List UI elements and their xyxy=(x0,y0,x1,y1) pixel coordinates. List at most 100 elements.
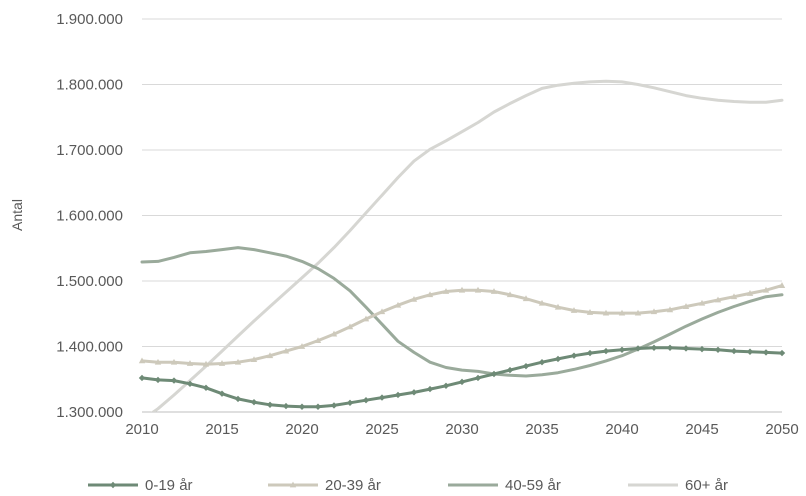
data-point-marker xyxy=(202,384,210,391)
data-point-marker xyxy=(746,290,754,296)
data-point-marker xyxy=(282,347,290,354)
data-point-marker xyxy=(154,376,162,384)
data-point-marker xyxy=(730,293,738,300)
data-point-marker xyxy=(666,306,674,313)
data-point-marker xyxy=(474,286,482,293)
series-line xyxy=(150,79,784,412)
data-point-marker xyxy=(474,374,482,382)
data-point-marker xyxy=(634,309,642,316)
data-point-marker xyxy=(378,394,386,401)
data-point-marker xyxy=(234,358,242,365)
data-point-marker xyxy=(778,282,786,288)
x-tick-label: 2010 xyxy=(125,421,158,438)
data-point-marker xyxy=(138,374,146,382)
data-point-marker xyxy=(282,402,290,410)
y-tick-label: 1.400.000 xyxy=(56,339,123,356)
y-tick-label: 1.500.000 xyxy=(56,273,123,290)
data-point-marker xyxy=(538,359,546,366)
gridlines xyxy=(142,18,782,413)
data-point-marker xyxy=(490,288,498,294)
data-point-marker xyxy=(762,286,770,293)
data-point-marker xyxy=(490,370,498,378)
data-point-marker xyxy=(289,481,297,488)
x-tick-label: 2030 xyxy=(445,421,478,438)
data-point-marker xyxy=(362,397,370,404)
data-point-marker xyxy=(522,362,530,370)
y-axis-tick-labels: 1.300.000 1.400.000 1.500.000 1.600.000 1.70… xyxy=(56,11,123,421)
series-1 xyxy=(138,344,786,410)
y-tick-label: 1.300.000 xyxy=(56,404,123,421)
y-tick-label: 1.700.000 xyxy=(56,142,123,159)
data-point-marker xyxy=(378,308,386,315)
data-point-marker xyxy=(298,403,306,410)
data-point-marker xyxy=(138,357,146,364)
legend-label: 60+ år xyxy=(685,477,728,494)
x-axis-tick-labels: 2010 2015 2020 2025 2030 2035 2040 2045 2050 xyxy=(125,421,798,438)
data-point-marker xyxy=(586,309,594,315)
data-point-marker xyxy=(154,358,162,365)
data-point-marker xyxy=(186,360,194,366)
data-point-marker xyxy=(314,337,322,344)
y-tick-label: 1.800.000 xyxy=(56,77,123,94)
data-point-marker xyxy=(410,389,418,396)
x-tick-label: 2040 xyxy=(605,421,638,438)
data-point-marker xyxy=(570,352,578,359)
data-point-marker xyxy=(650,344,658,352)
data-point-marker xyxy=(762,349,770,356)
x-tick-label: 2035 xyxy=(525,421,558,438)
data-point-marker xyxy=(314,403,322,410)
data-point-marker xyxy=(650,308,658,315)
legend-label: 0-19 år xyxy=(145,477,193,494)
data-point-marker xyxy=(250,398,258,406)
data-point-marker xyxy=(426,291,434,298)
data-point-marker xyxy=(394,301,402,308)
data-point-marker xyxy=(778,349,786,357)
data-point-marker xyxy=(362,315,370,322)
y-tick-label: 1.600.000 xyxy=(56,208,123,225)
legend-item: 40-59 år xyxy=(448,477,561,494)
data-point-marker xyxy=(234,395,242,403)
data-point-marker xyxy=(266,401,274,408)
data-point-marker xyxy=(394,391,402,399)
legend-item: 20-39 år xyxy=(268,477,381,494)
legend-item: 60+ år xyxy=(628,477,728,494)
x-tick-label: 2050 xyxy=(765,421,798,438)
data-point-marker xyxy=(602,309,610,316)
data-point-marker xyxy=(570,307,578,313)
data-point-marker xyxy=(730,347,738,355)
data-point-marker xyxy=(442,382,450,389)
data-point-marker xyxy=(170,377,178,384)
data-point-marker xyxy=(218,360,226,366)
legend-item: 0-19 år xyxy=(88,477,193,494)
data-point-marker xyxy=(202,360,210,367)
series-4 xyxy=(150,79,784,412)
data-point-marker xyxy=(298,343,306,349)
data-point-marker xyxy=(330,402,338,409)
data-point-marker xyxy=(442,288,450,294)
data-point-marker xyxy=(714,346,722,353)
data-point-marker xyxy=(506,291,514,298)
data-point-marker xyxy=(714,296,722,303)
data-point-marker xyxy=(250,356,258,362)
data-point-marker xyxy=(682,303,690,309)
legend: 0-19 år 20-39 år 40-59 år 60+ år xyxy=(88,477,728,494)
data-point-marker xyxy=(618,309,626,316)
x-tick-label: 2015 xyxy=(205,421,238,438)
data-point-marker xyxy=(330,330,338,337)
data-point-marker xyxy=(346,399,354,407)
data-point-marker xyxy=(634,345,642,352)
legend-label: 40-59 år xyxy=(505,477,561,494)
series-3 xyxy=(140,246,784,378)
data-point-marker xyxy=(410,295,418,302)
data-point-marker xyxy=(554,303,562,310)
data-point-marker xyxy=(538,299,546,306)
y-axis-title: Antal xyxy=(9,199,25,231)
y-tick-label: 1.900.000 xyxy=(56,11,123,28)
series-lines xyxy=(138,79,786,412)
data-point-marker xyxy=(586,349,594,357)
data-point-marker xyxy=(458,378,466,386)
data-point-marker xyxy=(266,352,274,359)
data-point-marker xyxy=(746,348,754,355)
data-point-marker xyxy=(346,323,354,330)
